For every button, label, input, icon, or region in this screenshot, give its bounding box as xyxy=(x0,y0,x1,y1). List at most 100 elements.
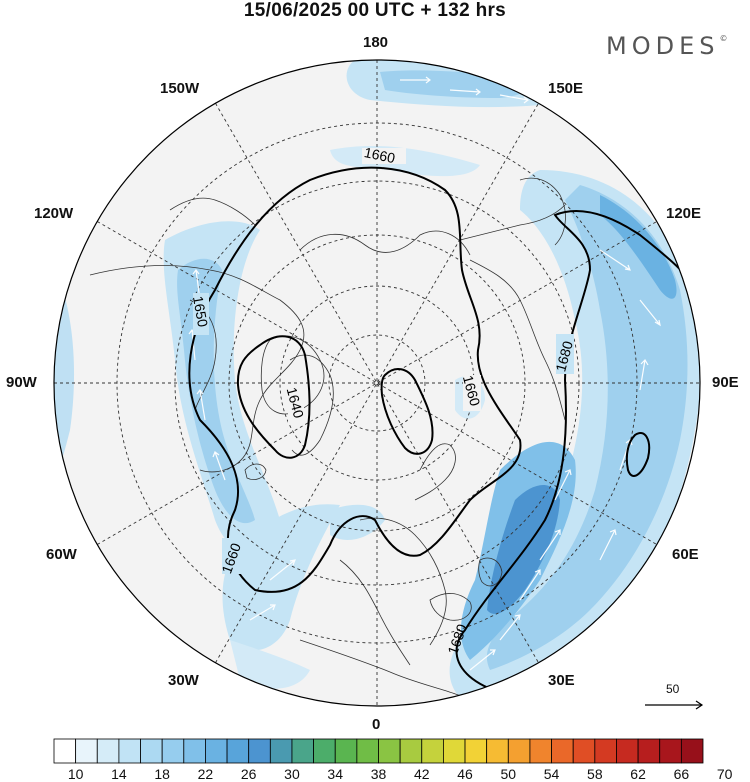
wind-arrow xyxy=(599,249,631,271)
colorbar-swatch xyxy=(313,738,336,764)
contour-1680-small xyxy=(625,432,651,477)
colorbar-swatch xyxy=(572,738,596,764)
wind-arrow xyxy=(469,649,496,671)
colorbar-swatch xyxy=(269,738,293,764)
contour-label: 1680 xyxy=(552,339,576,373)
colorbar-tick-label: 38 xyxy=(370,766,387,782)
lon-label-150w: 150W xyxy=(160,80,200,97)
colorbar-tick-label: 58 xyxy=(587,766,603,782)
colorbar-swatch xyxy=(659,738,682,764)
wind-arrow xyxy=(212,451,226,481)
jet-band-south-3 xyxy=(230,640,310,689)
colorbar-swatch xyxy=(96,738,120,764)
lon-label-60w: 60W xyxy=(46,546,77,563)
lon-label-180: 180 xyxy=(363,34,389,51)
colorbar-tick-label: 66 xyxy=(673,766,690,782)
coast-iceland xyxy=(244,463,267,480)
colorbar-tick-label: 18 xyxy=(154,766,170,782)
wind-arrow xyxy=(400,76,431,84)
colorbar-swatch xyxy=(75,738,98,764)
lon-label-30e: 30E xyxy=(548,672,575,689)
coast-alaska xyxy=(169,197,256,226)
lon-label-90w: 90W xyxy=(6,374,37,391)
jet-band-south xyxy=(222,504,340,651)
colorbar-swatch xyxy=(53,738,77,764)
jet-band-east-mid xyxy=(486,185,688,670)
colorbar-tick-label: 10 xyxy=(67,766,84,782)
lon-label-30w: 30W xyxy=(168,672,199,689)
colorbar-swatch xyxy=(551,738,574,764)
map-border xyxy=(53,59,701,707)
colorbar-swatch xyxy=(356,738,379,764)
colorbar-swatch xyxy=(507,738,531,764)
colorbar-swatch xyxy=(118,738,141,764)
colorbar-swatch xyxy=(464,738,488,764)
colorbar-tick-label: 34 xyxy=(327,766,343,782)
wind-arrow xyxy=(599,529,617,561)
wind-arrow xyxy=(499,94,529,104)
colorbar-swatch xyxy=(140,738,163,764)
wind-arrow xyxy=(639,299,661,327)
colorbar-swatch xyxy=(248,738,271,764)
wind-arrow xyxy=(519,569,541,601)
colorbar-swatch xyxy=(378,738,401,764)
wind-arrow xyxy=(449,88,481,96)
colorbar-swatch xyxy=(529,738,552,764)
coastlines xyxy=(89,177,566,701)
contour-1640 xyxy=(236,335,311,459)
lon-label-90e: 90E xyxy=(712,374,739,391)
colorbar-swatch xyxy=(594,738,617,764)
map-title: 15/06/2025 00 UTC + 132 hrs xyxy=(243,0,507,21)
wind-arrow xyxy=(639,359,649,391)
coast-middle-east xyxy=(299,639,471,701)
coast-caspian xyxy=(478,557,503,587)
lon-label-60e: 60E xyxy=(672,546,699,563)
wind-arrow xyxy=(539,529,561,561)
lon-label-120w: 120W xyxy=(34,205,74,222)
reference-vector-label: 50 xyxy=(666,682,680,696)
colorbar-swatch xyxy=(637,738,661,764)
coast-greenland xyxy=(289,354,334,456)
coast-north-america xyxy=(89,265,305,473)
colorbar-swatch xyxy=(486,738,509,764)
wind-arrow xyxy=(269,559,296,581)
colorbar-tick-label: 70 xyxy=(716,766,733,782)
colorbar-tick-label: 42 xyxy=(413,766,430,782)
colorbar-tick-label: 46 xyxy=(457,766,473,782)
contour-label: 1660 xyxy=(363,144,397,166)
lat-circle-80 xyxy=(328,334,426,432)
colorbar-tick-label: 54 xyxy=(543,766,560,782)
coast-siberia xyxy=(469,259,566,421)
lon-label-150e: 150E xyxy=(548,80,584,97)
jet-band-east-core xyxy=(600,195,677,299)
lon-label-0: 0 xyxy=(372,716,381,733)
colorbar-swatch xyxy=(334,738,358,764)
coast-scandinavia xyxy=(414,443,456,501)
contour-labels: 1660 1650 1640 1660 1680 1660 1680 xyxy=(190,144,576,657)
contour-1660-center xyxy=(380,368,434,455)
contour-1660-outer xyxy=(188,166,522,593)
colorbar-tick-label: 26 xyxy=(240,766,257,782)
wind-arrow xyxy=(196,389,206,421)
coast-europe-west xyxy=(339,559,411,666)
colorbar-tick-label: 22 xyxy=(197,766,214,782)
wind-arrow xyxy=(249,604,276,621)
colorbar-tick-label: 50 xyxy=(500,766,517,782)
jet-band-south-2 xyxy=(330,504,385,540)
colorbar-swatch xyxy=(421,738,444,764)
colorbar-swatch xyxy=(161,738,185,764)
coast-arctic-north xyxy=(299,230,471,256)
colorbar-swatch xyxy=(226,738,250,764)
colorbar-tick-label: 14 xyxy=(111,766,127,782)
colorbar-swatch xyxy=(616,738,639,764)
coast-kamchatka xyxy=(519,177,566,246)
contour-label: 1650 xyxy=(190,295,211,329)
colorbar-tick-label: 30 xyxy=(284,766,300,782)
colorbar-swatch xyxy=(680,738,704,764)
colorbar-swatch xyxy=(183,738,206,764)
coast-siberia-east xyxy=(459,204,566,241)
contour-label: 1660 xyxy=(460,374,484,408)
contour-1680 xyxy=(455,210,700,702)
lon-label-120e: 120E xyxy=(666,205,702,222)
